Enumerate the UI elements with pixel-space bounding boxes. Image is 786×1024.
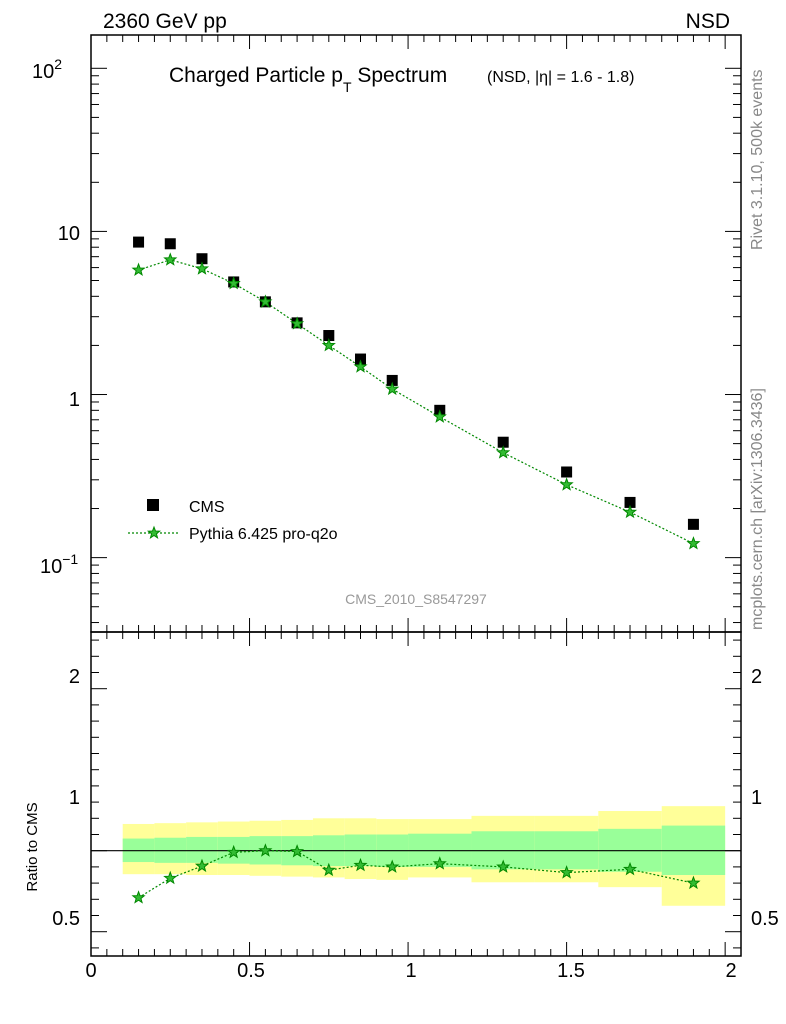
cms-point bbox=[386, 374, 398, 386]
x-tick-labels: 0 0.5 1 1.5 2 bbox=[85, 960, 736, 982]
ratio-pythia-point bbox=[385, 859, 400, 873]
xtick-2: 2 bbox=[725, 960, 736, 982]
xtick-1: 1 bbox=[405, 960, 416, 982]
pythia-line bbox=[138, 259, 694, 545]
main-panel: Charged Particle pT Spectrum (NSD, |η| =… bbox=[32, 34, 742, 633]
ratio-pythia-point bbox=[321, 862, 336, 877]
pythia-point bbox=[194, 261, 210, 275]
cms-point bbox=[164, 238, 176, 250]
ratio-y-tick-labels-left: 0.5 1 2 bbox=[52, 666, 80, 930]
pythia-point bbox=[226, 275, 241, 290]
pythia-point bbox=[131, 262, 146, 277]
pythia-point bbox=[686, 536, 701, 550]
ratio-frame bbox=[90, 631, 742, 957]
ytick-label-0.1: 10−1 bbox=[40, 551, 78, 578]
ratio-y-ticks bbox=[91, 639, 741, 949]
pythia-point bbox=[321, 337, 336, 352]
pythia-point bbox=[432, 409, 447, 423]
legend-label-pythia: Pythia 6.425 pro-q2o bbox=[189, 526, 338, 543]
main-y-ticks bbox=[91, 67, 741, 624]
ratio-pythia-point bbox=[290, 844, 305, 858]
ratio-ytick-2: 2 bbox=[69, 666, 80, 688]
ratio-pythia-point bbox=[432, 856, 447, 870]
pythia-point bbox=[353, 359, 368, 373]
source-label: mcplots.cern.ch [arXiv:1306.3436] bbox=[749, 388, 766, 630]
cms-series bbox=[133, 236, 699, 530]
pythia-point bbox=[385, 381, 400, 396]
header-right: NSD bbox=[686, 10, 730, 33]
svg-text:Charged Particle pT Spectrum: Charged Particle pT Spectrum bbox=[169, 64, 447, 95]
cms-point bbox=[687, 518, 699, 530]
chart-title: Charged Particle pT Spectrum (NSD, |η| =… bbox=[169, 64, 634, 95]
title-rest: Spectrum bbox=[352, 64, 448, 87]
ratio-ytick-right-1: 1 bbox=[751, 787, 762, 809]
ratio-pythia-point bbox=[258, 843, 273, 857]
analysis-watermark: CMS_2010_S8547297 bbox=[345, 591, 487, 607]
xtick-1.5: 1.5 bbox=[557, 960, 585, 982]
ratio-pythia-point bbox=[559, 865, 574, 879]
ratio-pythia-point bbox=[496, 859, 511, 873]
rivet-label: Rivet 3.1.10, 500k events bbox=[749, 69, 766, 250]
main-y-tick-labels: 102 10 1 10−1 bbox=[32, 56, 80, 578]
ytick-label-100: 102 bbox=[32, 56, 62, 83]
pythia-point bbox=[258, 294, 273, 308]
legend-star-shape bbox=[146, 525, 162, 540]
pythia-point bbox=[559, 477, 574, 491]
title-text: Charged Particle p bbox=[169, 64, 343, 87]
cms-point bbox=[624, 496, 636, 508]
ytick-label-10: 10 bbox=[58, 223, 80, 245]
ratio-ytick-right-2: 2 bbox=[751, 666, 762, 688]
legend: CMS Pythia 6.425 pro-q2o bbox=[128, 499, 338, 543]
xtick-0: 0 bbox=[85, 960, 96, 982]
cms-point bbox=[133, 236, 145, 248]
pythia-series bbox=[131, 252, 701, 550]
ratio-pythia-series bbox=[131, 843, 701, 904]
ratio-ylabel: Ratio to CMS bbox=[24, 802, 41, 891]
cms-point bbox=[355, 353, 367, 365]
ratio-pythia-point bbox=[131, 890, 146, 904]
chart-subtitle: (NSD, |η| = 1.6 - 1.8) bbox=[487, 69, 634, 86]
pythia-point bbox=[622, 504, 638, 519]
pythia-point bbox=[290, 316, 305, 330]
legend-marker-pythia bbox=[146, 525, 162, 540]
ratio-ytick-0.5: 0.5 bbox=[52, 908, 80, 930]
x-ticks bbox=[90, 35, 726, 956]
inner-band-bin bbox=[186, 836, 218, 863]
ratio-pythia-point bbox=[353, 857, 368, 872]
ratio-panel: Ratio to CMS 0.5 1 2 0.5 1 2 0 0.5 1 1.5… bbox=[24, 35, 779, 982]
ratio-pythia-point bbox=[686, 875, 701, 890]
legend-marker-cms bbox=[147, 499, 159, 511]
cms-point bbox=[323, 330, 335, 342]
legend-label-cms: CMS bbox=[189, 499, 225, 516]
ratio-y-tick-labels-right: 0.5 1 2 bbox=[751, 666, 779, 930]
ratio-pythia-point bbox=[622, 861, 638, 876]
ratio-pythia-point bbox=[163, 870, 178, 885]
ratio-ytick-1: 1 bbox=[69, 787, 80, 809]
xtick-0.5: 0.5 bbox=[237, 960, 265, 982]
pythia-point bbox=[163, 252, 178, 266]
cms-point bbox=[497, 436, 509, 448]
uncertainty-bands bbox=[122, 806, 726, 906]
ratio-ytick-right-0.5: 0.5 bbox=[751, 908, 779, 930]
pythia-point bbox=[496, 445, 511, 459]
ratio-pythia-point bbox=[226, 844, 241, 859]
title-subscript: T bbox=[343, 79, 352, 95]
ytick-label-1: 1 bbox=[69, 389, 80, 411]
ratio-pythia-point bbox=[194, 858, 210, 873]
header-left: 2360 GeV pp bbox=[103, 10, 227, 33]
cms-point bbox=[196, 253, 208, 265]
cms-point bbox=[561, 466, 573, 478]
